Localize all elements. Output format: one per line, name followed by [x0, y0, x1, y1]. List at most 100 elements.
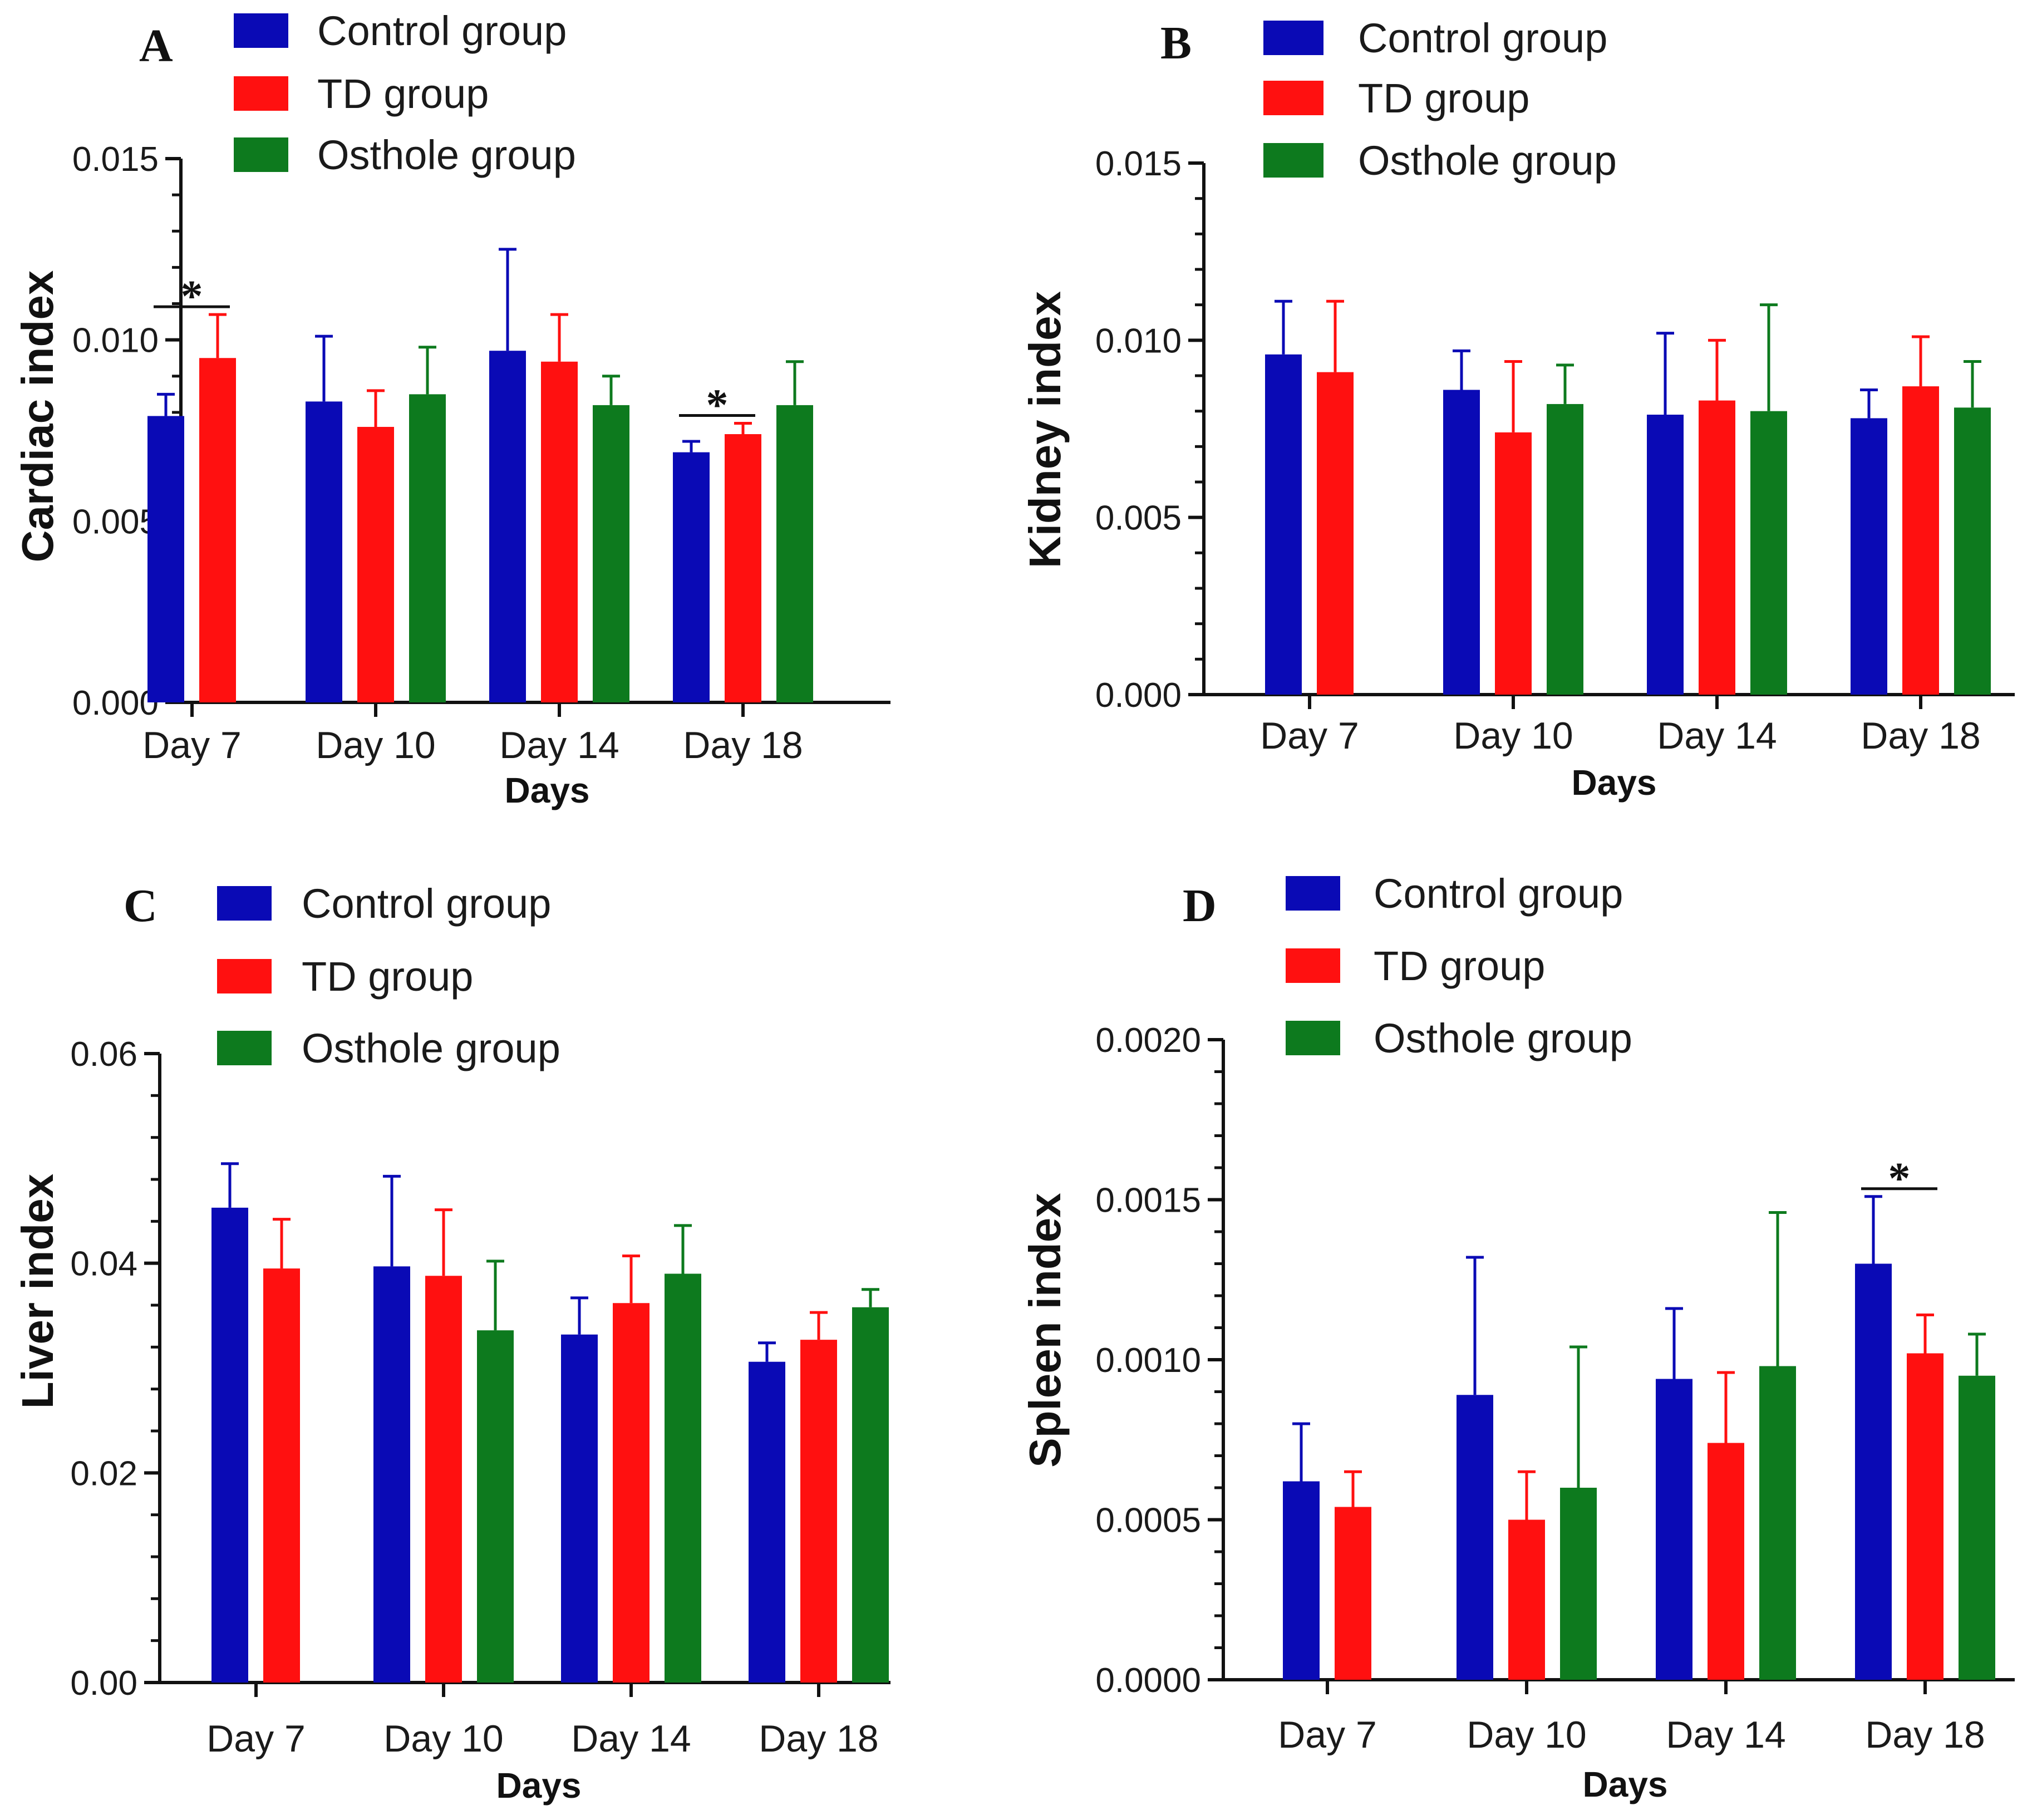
legend-swatch — [1286, 948, 1340, 983]
x-tick-label: Day 10 — [1467, 1714, 1586, 1756]
y-tick-label: 0.0000 — [1095, 1661, 1201, 1700]
legend-swatch — [1263, 81, 1323, 115]
bar — [1560, 1488, 1597, 1680]
legend-label: TD group — [317, 71, 489, 117]
x-tick-label: Day 18 — [759, 1718, 878, 1760]
x-tick-label: Day 10 — [383, 1718, 503, 1760]
bar — [593, 405, 629, 702]
bar — [306, 401, 342, 702]
bar — [541, 361, 578, 702]
legend-label: TD group — [1374, 943, 1545, 989]
bar — [357, 426, 394, 702]
bar — [1907, 1353, 1943, 1680]
x-tick-label: Day 7 — [142, 724, 242, 766]
y-tick-label: 0.000 — [72, 684, 159, 722]
bar — [1656, 1379, 1692, 1680]
y-tick-label: 0.06 — [70, 1035, 137, 1074]
bar — [1265, 354, 1302, 695]
legend-label: TD group — [302, 953, 473, 1000]
bar — [852, 1307, 889, 1683]
x-tick-label: Day 7 — [206, 1718, 306, 1760]
significance-star: * — [706, 381, 729, 430]
y-tick-label: 0.04 — [70, 1245, 137, 1283]
bar — [1457, 1395, 1493, 1680]
x-tick-label: Day 14 — [1657, 715, 1777, 757]
y-tick-label: 0.010 — [1095, 322, 1182, 360]
y-tick-label: 0.015 — [1095, 145, 1182, 183]
legend-label: Control group — [1374, 870, 1623, 917]
legend-swatch — [1263, 21, 1323, 55]
x-tick-label: Day 10 — [1453, 715, 1573, 757]
significance-star: * — [181, 272, 203, 321]
bar — [561, 1334, 598, 1683]
bar — [147, 416, 184, 702]
y-axis-title: Liver index — [13, 1174, 62, 1409]
legend-label: Control group — [317, 8, 567, 54]
bar — [263, 1268, 300, 1683]
bar — [665, 1273, 701, 1683]
bar — [1759, 1366, 1796, 1680]
bar — [425, 1276, 462, 1683]
legend-swatch — [1286, 876, 1340, 911]
y-tick-label: 0.000 — [1095, 676, 1182, 715]
x-tick-label: Day 18 — [683, 724, 803, 766]
x-tick-label: Day 14 — [1666, 1714, 1785, 1756]
bar — [613, 1303, 650, 1683]
bar — [776, 405, 813, 702]
bar — [1699, 400, 1735, 695]
legend-label: Osthole group — [1374, 1015, 1632, 1061]
y-tick-label: 0.0005 — [1095, 1502, 1201, 1540]
legend-label: Control group — [302, 881, 551, 927]
panel-d: D Control group TD group Osthole group 0.000… — [1020, 870, 2015, 1804]
x-axis-title: Days — [496, 1765, 582, 1806]
x-tick-label: Day 7 — [1260, 715, 1359, 757]
panel-a: A Control group TD group Osthole group 0.000… — [13, 8, 890, 810]
bar — [1508, 1519, 1545, 1680]
x-axis-title: Days — [1583, 1764, 1668, 1804]
x-tick-label: Day 18 — [1865, 1714, 1985, 1756]
bar — [489, 351, 526, 702]
x-axis-title: Days — [1572, 763, 1657, 803]
panel-c: C Control group TD group Osthole group 0.00 0… — [13, 880, 890, 1806]
bar — [211, 1207, 248, 1683]
legend-swatch — [234, 76, 288, 111]
legend-label: TD group — [1358, 75, 1529, 121]
bar — [673, 452, 710, 702]
y-tick-label: 0.015 — [72, 140, 159, 179]
x-tick-label: Day 18 — [1861, 715, 1980, 757]
y-axis-title: Spleen index — [1020, 1193, 1070, 1467]
bar — [1851, 418, 1887, 695]
y-tick-label: 0.0010 — [1095, 1341, 1201, 1380]
bar — [1317, 372, 1354, 695]
bar — [1495, 432, 1532, 695]
x-tick-label: Day 7 — [1278, 1714, 1377, 1756]
bar — [1443, 390, 1480, 695]
y-tick-label: 0.010 — [72, 322, 159, 360]
legend-label: Osthole group — [302, 1025, 560, 1071]
panel-b: B Control group TD group Osthole group 0.000… — [1020, 15, 2015, 803]
x-axis-title: Days — [505, 770, 590, 810]
y-tick-label: 0.02 — [70, 1454, 137, 1493]
legend-swatch — [234, 13, 288, 48]
y-tick-label: 0.005 — [72, 503, 159, 541]
bar — [725, 434, 761, 702]
panel-letter: B — [1160, 17, 1192, 69]
legend-label: Osthole group — [1358, 137, 1617, 184]
x-tick-label: Day 10 — [316, 724, 435, 766]
bar — [409, 394, 446, 702]
bar — [1335, 1507, 1371, 1680]
legend-swatch — [217, 959, 272, 993]
panel-letter: D — [1183, 880, 1217, 932]
y-axis-title: Kidney index — [1020, 291, 1070, 568]
legend-swatch — [217, 1031, 272, 1065]
x-tick-label: Day 14 — [571, 1718, 691, 1760]
significance-star: * — [1888, 1154, 1911, 1203]
bar — [800, 1340, 837, 1683]
y-tick-label: 0.0015 — [1095, 1182, 1201, 1220]
bar — [1283, 1481, 1320, 1680]
legend-label: Control group — [1358, 15, 1607, 61]
y-tick-label: 0.00 — [70, 1664, 137, 1703]
panel-letter: C — [124, 880, 158, 932]
legend-label: Osthole group — [317, 132, 576, 178]
bar — [199, 358, 236, 702]
